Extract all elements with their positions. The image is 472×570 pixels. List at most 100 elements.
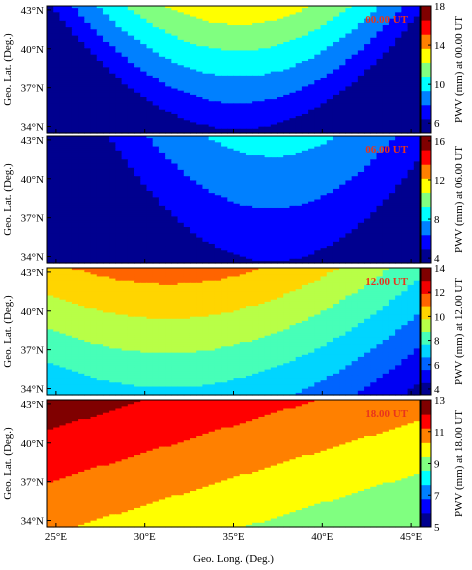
contour-cell xyxy=(78,142,85,146)
contour-cell xyxy=(376,56,384,60)
contour-cell xyxy=(84,99,92,102)
contour-cell xyxy=(158,144,166,148)
contour-cell xyxy=(413,54,421,58)
contour-cell xyxy=(59,77,67,81)
contour-cell xyxy=(183,111,191,115)
contour-cell xyxy=(221,124,228,128)
contour-cell xyxy=(283,65,291,68)
contour-cell xyxy=(171,90,179,94)
contour-cell xyxy=(96,116,104,119)
contour-cell xyxy=(165,138,172,141)
contour-cell xyxy=(258,111,266,115)
contour-cell xyxy=(109,118,116,121)
contour-cell xyxy=(177,61,185,64)
contour-cell xyxy=(401,31,409,35)
contour-cell xyxy=(127,99,135,102)
contour-cell xyxy=(189,77,197,81)
contour-cell xyxy=(277,80,284,83)
contour-cell xyxy=(146,58,154,62)
contour-cell xyxy=(277,105,284,109)
contour-cell xyxy=(289,16,297,20)
contour-cell xyxy=(370,84,378,88)
contour-cell xyxy=(59,56,67,60)
contour-cell xyxy=(351,155,359,158)
contour-cell xyxy=(90,18,98,22)
contour-cell xyxy=(121,37,129,41)
contour-cell xyxy=(345,97,353,100)
contour-cell xyxy=(47,94,54,98)
contour-cell xyxy=(202,8,210,11)
contour-cell xyxy=(289,67,297,71)
contour-cell xyxy=(308,35,315,39)
contour-cell xyxy=(258,65,266,68)
contour-cell xyxy=(96,20,104,24)
contour-cell xyxy=(189,107,197,111)
contour-cell xyxy=(407,144,415,148)
contour-cell xyxy=(146,25,154,28)
contour-cell xyxy=(127,144,135,148)
contour-cell xyxy=(395,101,402,104)
contour-cell xyxy=(121,150,129,154)
contour-cell xyxy=(177,20,185,24)
contour-cell xyxy=(90,111,98,115)
contour-cell xyxy=(65,25,73,28)
contour-cell xyxy=(376,73,384,77)
contour-cell xyxy=(165,105,172,109)
contour-cell xyxy=(376,29,384,32)
contour-cell xyxy=(227,18,235,22)
contour-cell xyxy=(134,144,141,148)
contour-cell xyxy=(314,84,322,88)
contour-cell xyxy=(382,109,390,113)
contour-cell xyxy=(78,103,85,107)
contour-cell xyxy=(47,14,54,18)
contour-cell xyxy=(239,92,247,96)
contour-cell xyxy=(59,113,67,117)
contour-cell xyxy=(289,77,297,81)
contour-cell xyxy=(189,99,197,102)
contour-cell xyxy=(295,44,303,47)
contour-cell xyxy=(376,50,384,54)
contour-cell xyxy=(65,80,73,83)
contour-cell xyxy=(320,97,328,100)
contour-cell xyxy=(109,25,116,28)
contour-cell xyxy=(301,82,309,85)
contour-cell xyxy=(53,44,61,47)
contour-cell xyxy=(140,12,148,16)
contour-cell xyxy=(208,39,216,43)
contour-cell xyxy=(214,124,222,128)
contour-cell xyxy=(53,71,61,75)
contour-cell xyxy=(121,152,129,156)
contour-cell xyxy=(109,157,116,160)
contour-cell xyxy=(364,27,371,30)
contour-cell xyxy=(71,157,79,160)
contour-cell xyxy=(407,109,415,113)
contour-cell xyxy=(96,111,104,115)
contour-cell xyxy=(47,35,54,39)
contour-cell xyxy=(339,27,346,30)
contour-cell xyxy=(395,126,402,130)
contour-cell xyxy=(283,25,291,28)
contour-cell xyxy=(283,97,291,100)
contour-cell xyxy=(146,109,154,113)
contour-cell xyxy=(165,10,172,13)
contour-cell xyxy=(65,33,73,37)
contour-cell xyxy=(407,39,415,43)
contour-cell xyxy=(177,29,185,32)
contour-cell xyxy=(320,148,328,152)
contour-cell xyxy=(121,109,129,113)
contour-cell xyxy=(177,126,185,130)
contour-cell xyxy=(96,18,104,22)
contour-cell xyxy=(221,113,228,117)
contour-cell xyxy=(53,31,61,35)
contour-cell xyxy=(102,61,110,64)
contour-cell xyxy=(78,63,85,66)
contour-cell xyxy=(134,105,141,109)
contour-cell xyxy=(177,14,185,18)
contour-cell xyxy=(370,107,378,111)
contour-cell xyxy=(96,136,104,139)
contour-cell xyxy=(140,29,148,32)
contour-cell xyxy=(326,152,334,156)
contour-cell xyxy=(326,58,334,62)
contour-cell xyxy=(332,20,340,24)
contour-cell xyxy=(270,101,278,104)
